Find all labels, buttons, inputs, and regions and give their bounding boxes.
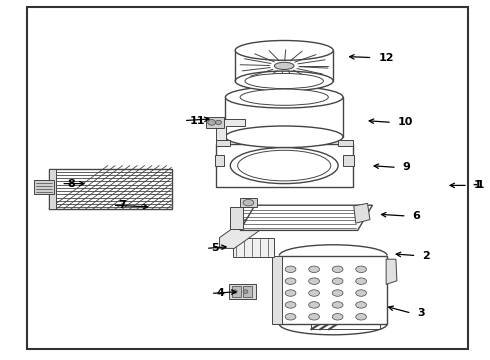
Ellipse shape — [356, 302, 367, 308]
Ellipse shape — [309, 290, 319, 296]
Polygon shape — [240, 205, 372, 230]
Text: -1: -1 — [473, 180, 485, 190]
Text: 7: 7 — [119, 200, 126, 210]
Ellipse shape — [235, 71, 333, 91]
Bar — [206, 117, 224, 128]
Ellipse shape — [332, 314, 343, 320]
Polygon shape — [354, 203, 370, 223]
Text: 6: 6 — [413, 211, 420, 221]
Polygon shape — [216, 119, 245, 140]
Polygon shape — [279, 256, 387, 324]
Ellipse shape — [356, 266, 367, 273]
Ellipse shape — [332, 290, 343, 296]
Text: 3: 3 — [417, 308, 425, 318]
Ellipse shape — [274, 62, 294, 69]
Polygon shape — [49, 169, 56, 209]
Text: 2: 2 — [422, 251, 430, 261]
Text: 5: 5 — [212, 243, 220, 253]
Text: 9: 9 — [403, 162, 411, 172]
Bar — [343, 155, 354, 166]
Ellipse shape — [232, 290, 237, 293]
Ellipse shape — [309, 314, 319, 320]
Ellipse shape — [225, 126, 343, 148]
Ellipse shape — [332, 278, 343, 284]
Polygon shape — [338, 140, 353, 146]
Ellipse shape — [243, 199, 254, 206]
Ellipse shape — [240, 89, 328, 105]
Ellipse shape — [309, 278, 319, 284]
Ellipse shape — [309, 302, 319, 308]
Bar — [243, 286, 252, 297]
Ellipse shape — [285, 266, 296, 273]
Ellipse shape — [285, 290, 296, 296]
Ellipse shape — [356, 278, 367, 284]
Ellipse shape — [285, 314, 296, 320]
Polygon shape — [386, 259, 397, 284]
Ellipse shape — [235, 40, 333, 60]
Ellipse shape — [208, 120, 216, 125]
Polygon shape — [240, 198, 257, 207]
Ellipse shape — [238, 150, 331, 181]
Bar — [229, 284, 256, 299]
Polygon shape — [216, 140, 230, 146]
Ellipse shape — [332, 302, 343, 308]
Ellipse shape — [356, 314, 367, 320]
Ellipse shape — [245, 73, 323, 89]
Text: 8: 8 — [67, 179, 75, 189]
Ellipse shape — [230, 148, 338, 184]
Bar — [232, 286, 241, 297]
Ellipse shape — [332, 266, 343, 273]
Ellipse shape — [285, 278, 296, 284]
Text: 1: 1 — [474, 180, 482, 190]
Text: 11: 11 — [190, 116, 205, 126]
Bar — [215, 155, 224, 166]
Text: 12: 12 — [378, 53, 394, 63]
Ellipse shape — [309, 266, 319, 273]
Polygon shape — [233, 238, 274, 257]
Polygon shape — [220, 220, 260, 248]
Polygon shape — [49, 169, 172, 209]
Text: 4: 4 — [217, 288, 224, 298]
Polygon shape — [272, 256, 282, 324]
Polygon shape — [216, 144, 353, 187]
Polygon shape — [230, 207, 243, 229]
Ellipse shape — [216, 120, 221, 125]
Ellipse shape — [243, 290, 248, 293]
Ellipse shape — [356, 290, 367, 296]
Ellipse shape — [225, 86, 343, 108]
Bar — [34, 180, 54, 194]
Text: 10: 10 — [398, 117, 413, 127]
Ellipse shape — [285, 302, 296, 308]
